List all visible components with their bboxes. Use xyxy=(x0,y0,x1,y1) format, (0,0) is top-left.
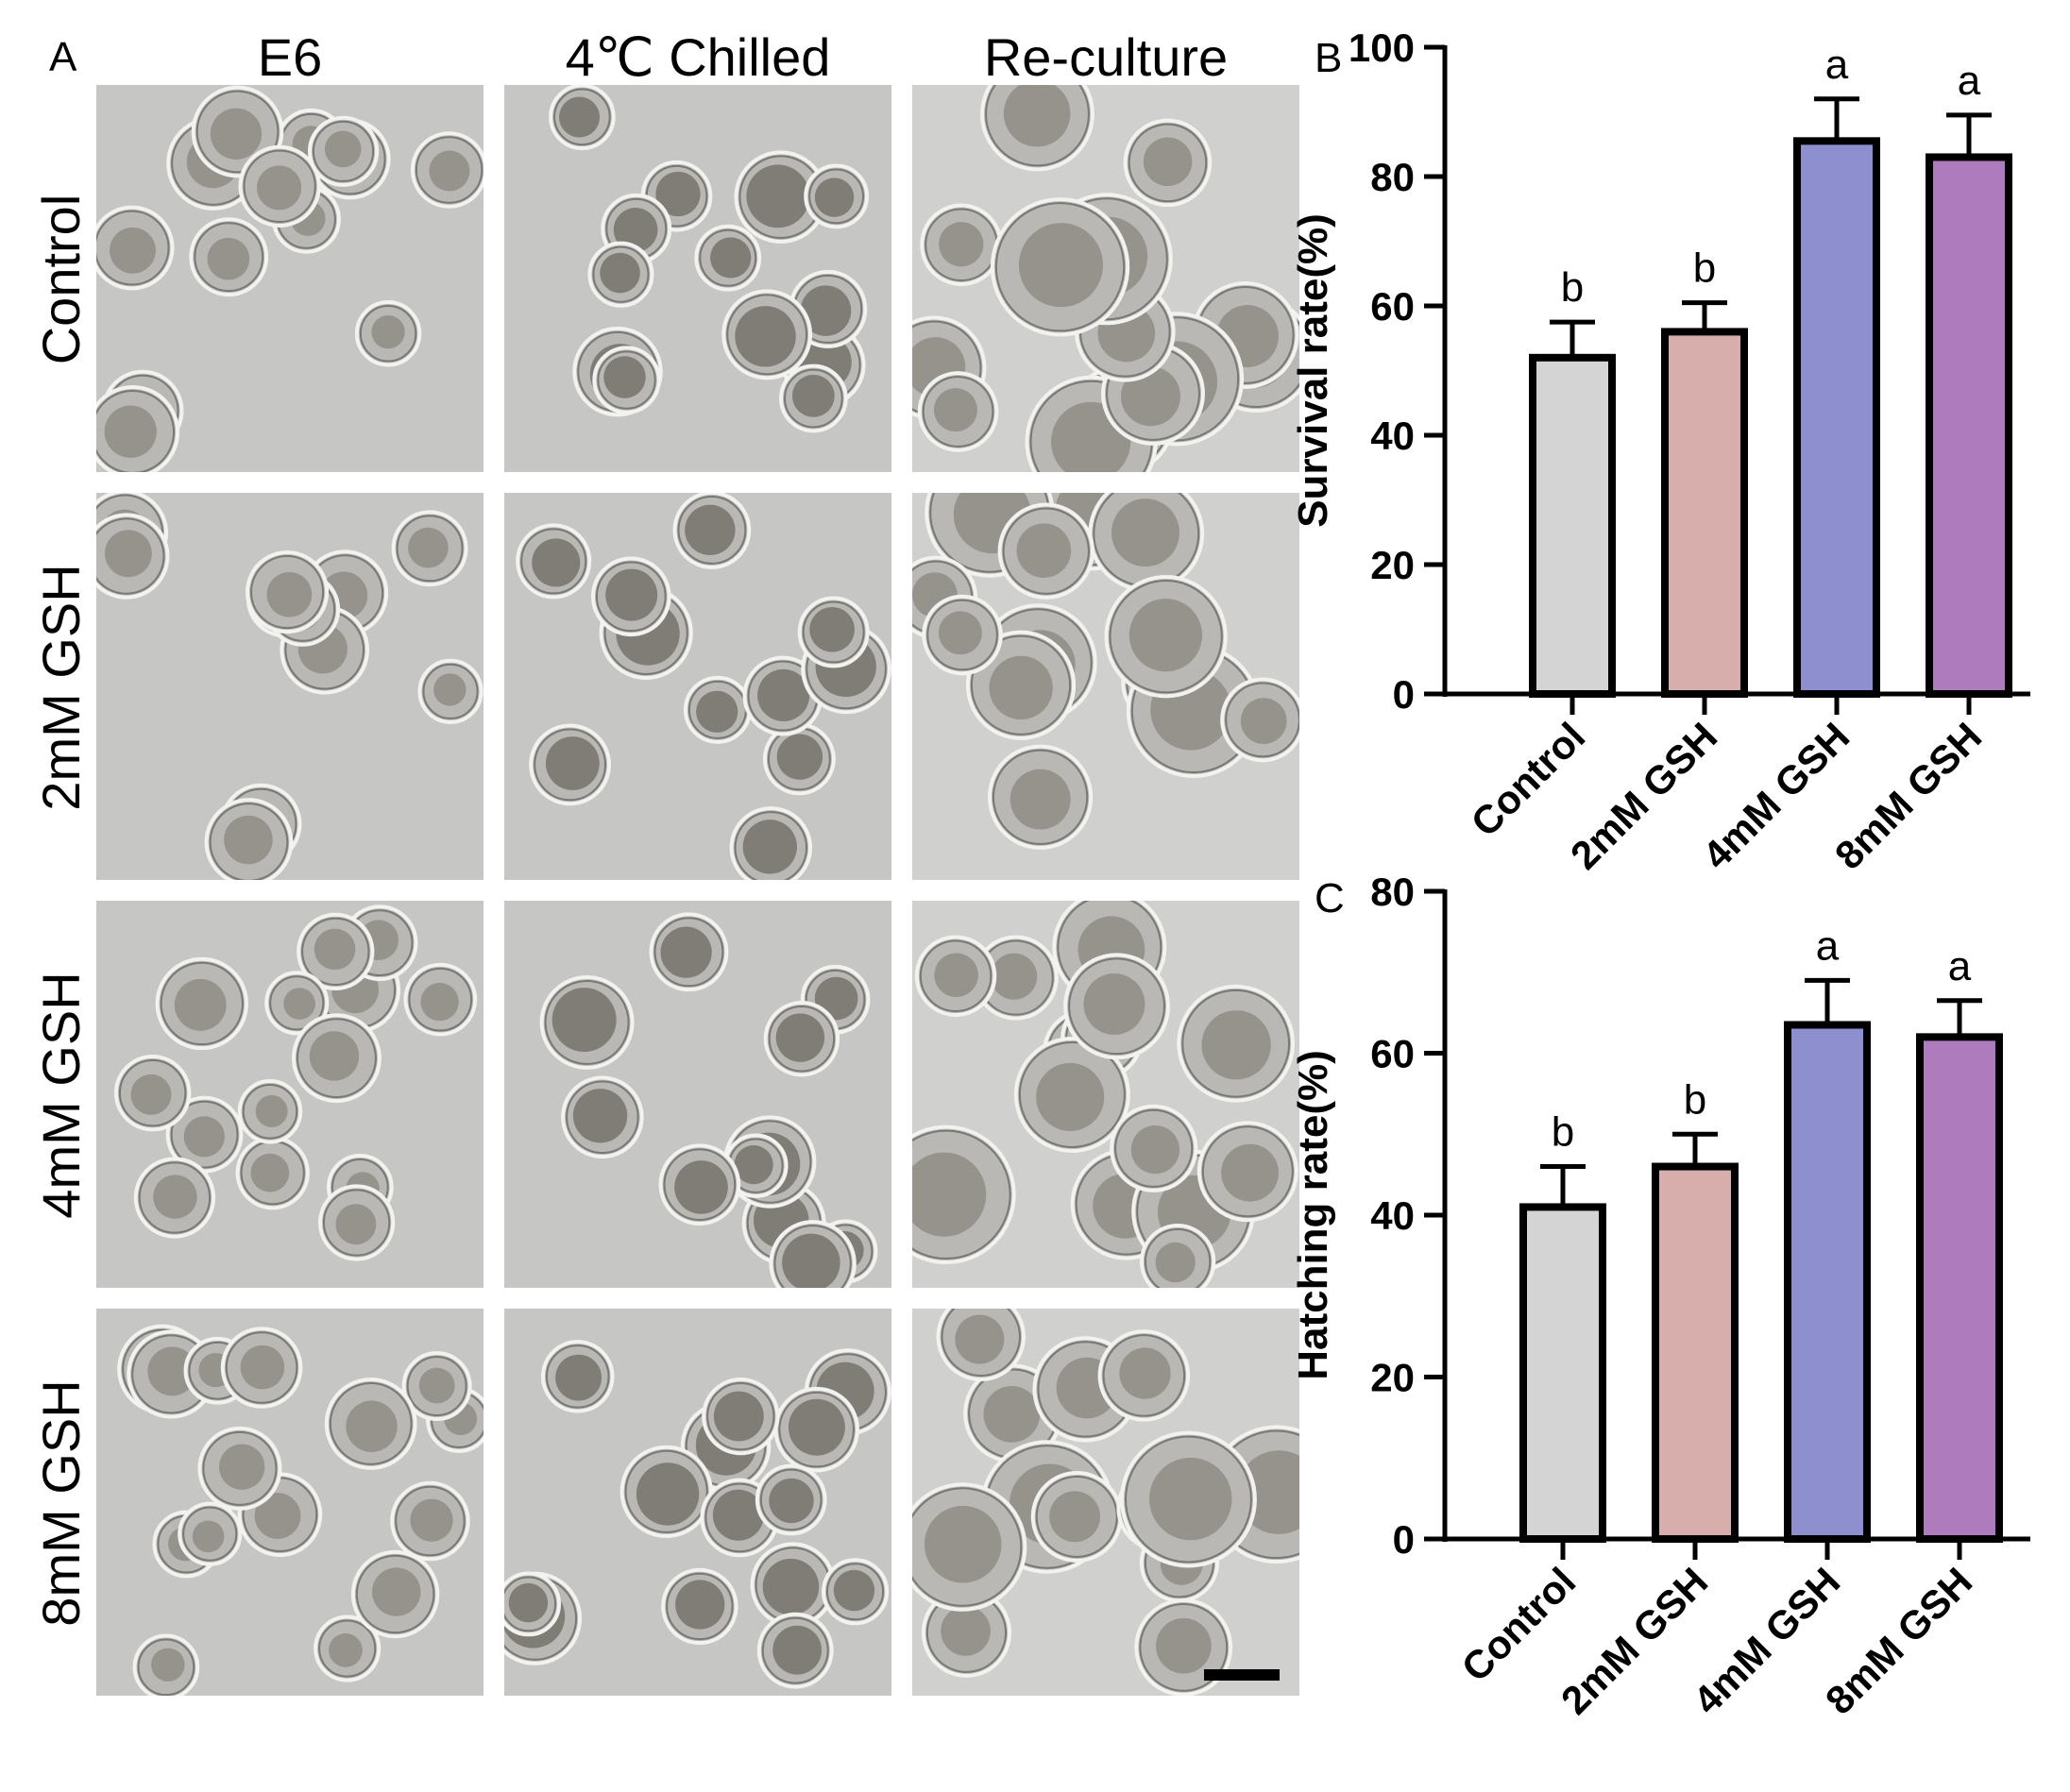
significance-letter: a xyxy=(1825,42,1849,88)
bar-b-1 xyxy=(1661,328,1748,698)
panel-b-letter: B xyxy=(1315,35,1342,81)
bar-b-2 xyxy=(1793,137,1880,698)
micrograph-8mm-gsh-chilled xyxy=(504,1309,891,1696)
significance-letter: b xyxy=(1552,1109,1574,1156)
significance-letter: b xyxy=(1693,245,1716,292)
y-tick-label: 20 xyxy=(1370,1356,1415,1400)
panel-a-letter: A xyxy=(49,34,77,80)
y-tick-label: 60 xyxy=(1370,1032,1415,1076)
bar-c-2 xyxy=(1784,1021,1871,1544)
significance-letter: a xyxy=(1816,922,1840,969)
bar-c-3 xyxy=(1916,1033,2003,1543)
significance-letter: a xyxy=(1948,943,1972,989)
micrograph-8mm-gsh-reculture xyxy=(912,1309,1299,1696)
y-tick-label: 0 xyxy=(1393,672,1415,717)
micrograph-2mm-gsh-e6 xyxy=(96,493,484,880)
micrograph-2mm-gsh-chilled xyxy=(504,493,891,880)
y-axis-label: Hatching rate(%) xyxy=(1290,1050,1336,1380)
bar-c-0 xyxy=(1519,1203,1606,1544)
micrograph-2mm-gsh-reculture xyxy=(912,493,1299,880)
micrograph-4mm-gsh-chilled xyxy=(504,901,891,1288)
y-tick-label: 60 xyxy=(1370,284,1415,329)
y-tick-label: 40 xyxy=(1370,1193,1415,1238)
significance-letter: b xyxy=(1684,1076,1706,1123)
y-axis-label: Survival rate(%) xyxy=(1290,213,1336,528)
y-tick-label: 80 xyxy=(1370,155,1415,199)
x-tick-label: Control xyxy=(1453,1559,1585,1690)
y-tick-label: 80 xyxy=(1370,870,1415,914)
significance-letter: b xyxy=(1561,264,1584,311)
y-tick-label: 20 xyxy=(1370,543,1415,587)
micrograph-4mm-gsh-e6 xyxy=(96,901,484,1288)
micrograph-4mm-gsh-reculture xyxy=(912,901,1299,1288)
significance-letter: a xyxy=(1958,58,1981,104)
bar-c-1 xyxy=(1652,1162,1739,1544)
column-title-chilled: 4℃ Chilled xyxy=(565,27,831,87)
micrograph-8mm-gsh-e6 xyxy=(96,1309,484,1696)
panel-c-letter: C xyxy=(1315,875,1345,921)
micrograph-control-chilled xyxy=(504,85,891,472)
y-tick-label: 100 xyxy=(1349,25,1415,70)
y-tick-label: 40 xyxy=(1370,414,1415,458)
micrograph-control-reculture xyxy=(912,85,1299,472)
scale-bar xyxy=(1204,1669,1280,1681)
y-tick-label: 0 xyxy=(1393,1517,1415,1562)
column-title-e6: E6 xyxy=(257,27,323,87)
micrograph-control-e6 xyxy=(96,85,484,472)
column-title-reculture: Re-culture xyxy=(983,27,1229,87)
